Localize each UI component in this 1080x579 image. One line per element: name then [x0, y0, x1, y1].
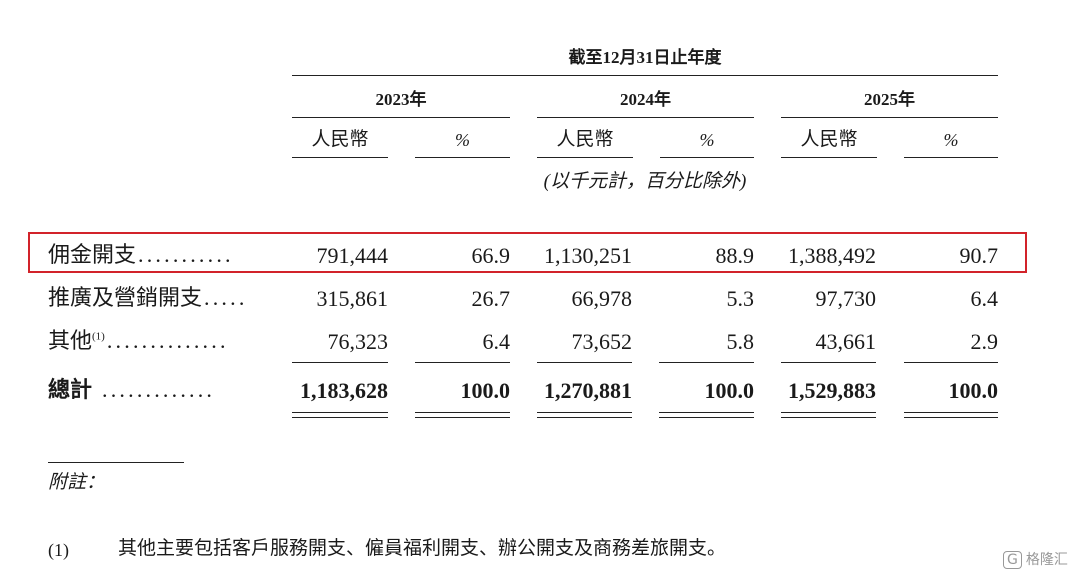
- cell: 73,652: [571, 329, 633, 354]
- row-label: 推廣及營銷開支.....: [48, 287, 248, 309]
- cell: 1,388,492: [788, 243, 876, 268]
- label-text: 其他: [48, 328, 93, 353]
- rule: [781, 117, 998, 118]
- highlight-box: [28, 232, 1027, 273]
- rule: [904, 417, 998, 418]
- year-header: 2025年: [864, 90, 915, 109]
- year-header: 2023年: [375, 90, 427, 109]
- leader-dots: ...........: [138, 242, 234, 267]
- note-marker: (1): [48, 540, 69, 560]
- cell: 90.7: [959, 243, 999, 268]
- cell: 1,130,251: [544, 243, 632, 268]
- rule: [781, 412, 876, 413]
- label-text: 總計: [48, 377, 93, 402]
- column-header: 人民幣: [311, 129, 369, 150]
- column-header: 人民幣: [800, 129, 858, 150]
- cell: 1,529,883: [788, 378, 876, 403]
- note-text: 其他主要包括客戶服務開支、僱員福利開支、辦公開支及商務差旅開支。: [118, 538, 727, 559]
- rule: [659, 417, 754, 418]
- cell: 1,183,628: [300, 378, 388, 403]
- period-header: 截至12月31日止年度: [568, 48, 722, 67]
- label-text: 佣金開支: [48, 242, 137, 267]
- note-rule: [48, 462, 184, 463]
- cell: 76,323: [327, 329, 389, 354]
- cell: 5.3: [726, 286, 755, 311]
- rule: [415, 157, 510, 158]
- rule: [904, 157, 998, 158]
- row-label: 佣金開支...........: [48, 244, 234, 266]
- cell: 791,444: [316, 243, 389, 268]
- rule: [292, 412, 388, 413]
- cell: 2.9: [970, 329, 999, 354]
- rule: [292, 117, 510, 118]
- watermark: G 格隆汇: [1003, 551, 1068, 569]
- rule: [537, 117, 754, 118]
- cell: 43,661: [815, 329, 877, 354]
- rule: [659, 362, 754, 363]
- cell: 97,730: [815, 286, 877, 311]
- notes-title: 附註：: [48, 472, 106, 493]
- cell: 66.9: [471, 243, 511, 268]
- rule: [781, 417, 876, 418]
- row-label: 其他(1)..............: [48, 330, 229, 352]
- column-header: %: [943, 130, 959, 150]
- rule: [904, 362, 998, 363]
- rule: [659, 412, 754, 413]
- column-header: %: [455, 130, 470, 150]
- rule: [781, 157, 877, 158]
- rule: [781, 362, 876, 363]
- rule: [415, 362, 510, 363]
- rule: [415, 417, 510, 418]
- cell: 6.4: [482, 329, 511, 354]
- column-header: 人民幣: [556, 129, 614, 150]
- column-header: %: [699, 130, 715, 150]
- rule: [660, 157, 754, 158]
- rule: [537, 412, 632, 413]
- unit-note: (以千元計，百分比除外): [543, 171, 747, 192]
- leader-dots: .....: [204, 285, 248, 310]
- cell: 100.0: [460, 378, 511, 403]
- rule: [537, 417, 632, 418]
- leader-dots: .............: [102, 377, 216, 402]
- rule: [292, 157, 388, 158]
- row-label: 總計.............: [48, 379, 215, 401]
- cell: 5.8: [726, 329, 755, 354]
- rule: [292, 417, 388, 418]
- cell: 88.9: [715, 243, 755, 268]
- watermark-text: 格隆汇: [1025, 552, 1068, 568]
- label-text: 推廣及營銷開支: [48, 285, 203, 310]
- cell: 26.7: [471, 286, 511, 311]
- cell: 66,978: [571, 286, 633, 311]
- leader-dots: ..............: [106, 328, 229, 353]
- rule: [537, 362, 632, 363]
- cell: 100.0: [704, 378, 755, 403]
- rule: [292, 362, 388, 363]
- cell: 1,270,881: [544, 378, 632, 403]
- year-header: 2024年: [620, 90, 671, 109]
- watermark-icon: G: [1003, 551, 1022, 569]
- cell: 6.4: [970, 286, 999, 311]
- rule: [904, 412, 998, 413]
- cell: 100.0: [948, 378, 999, 403]
- rule: [415, 412, 510, 413]
- rule: [292, 75, 998, 76]
- cell: 315,861: [316, 286, 389, 311]
- rule: [537, 157, 633, 158]
- footnote-ref: (1): [92, 330, 105, 343]
